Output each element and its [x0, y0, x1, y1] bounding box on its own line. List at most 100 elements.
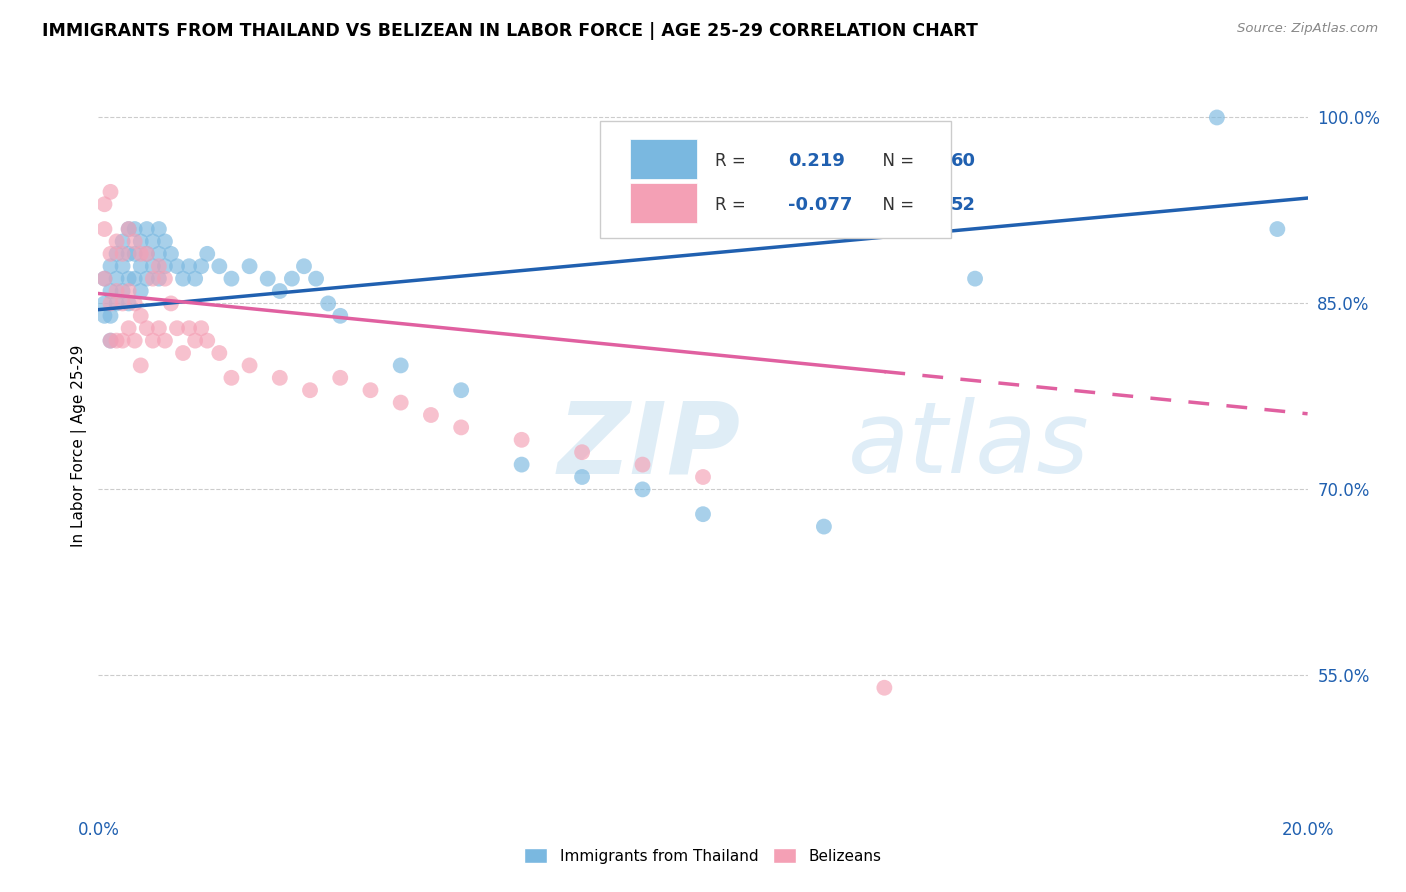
Point [118, 321, 141, 335]
Point [269, 371, 291, 385]
Point [450, 420, 472, 434]
Text: N =: N = [872, 195, 920, 213]
Text: 60: 60 [950, 152, 976, 169]
Text: atlas: atlas [848, 398, 1090, 494]
Point [124, 296, 146, 310]
Point [148, 259, 170, 273]
Point [111, 334, 134, 348]
Point [100, 334, 122, 348]
Point [118, 296, 141, 310]
Point [510, 458, 533, 472]
Point [124, 271, 146, 285]
Point [148, 271, 170, 285]
Point [100, 334, 122, 348]
Point [571, 445, 593, 459]
FancyBboxPatch shape [600, 120, 950, 237]
Point [256, 271, 278, 285]
Point [135, 247, 157, 261]
Point [208, 346, 231, 360]
Point [360, 383, 382, 397]
Point [316, 296, 339, 310]
Point [172, 346, 194, 360]
Point [281, 271, 304, 285]
Point [93, 271, 115, 285]
Point [1267, 222, 1289, 236]
Point [179, 259, 201, 273]
Point [631, 458, 654, 472]
Point [118, 247, 141, 261]
Point [631, 483, 654, 497]
Point [184, 334, 207, 348]
Point [105, 235, 128, 249]
Point [148, 247, 170, 261]
Point [142, 271, 165, 285]
Point [195, 247, 218, 261]
Point [129, 284, 152, 298]
Text: Source: ZipAtlas.com: Source: ZipAtlas.com [1237, 22, 1378, 36]
Point [239, 359, 262, 373]
Point [105, 296, 128, 310]
Point [208, 259, 231, 273]
Point [190, 321, 212, 335]
Text: N =: N = [872, 152, 920, 169]
Point [571, 470, 593, 484]
Point [118, 222, 141, 236]
Point [305, 271, 328, 285]
Point [329, 371, 352, 385]
Point [389, 395, 412, 409]
Point [813, 519, 835, 533]
Point [450, 383, 472, 397]
Text: 52: 52 [950, 195, 976, 213]
Point [153, 259, 176, 273]
Point [692, 507, 714, 521]
Point [389, 359, 412, 373]
Point [111, 235, 134, 249]
Text: IMMIGRANTS FROM THAILAND VS BELIZEAN IN LABOR FORCE | AGE 25-29 CORRELATION CHAR: IMMIGRANTS FROM THAILAND VS BELIZEAN IN … [42, 22, 979, 40]
Point [153, 334, 176, 348]
Point [93, 197, 115, 211]
Point [100, 259, 122, 273]
Point [111, 284, 134, 298]
Point [124, 222, 146, 236]
Point [190, 259, 212, 273]
Point [129, 309, 152, 323]
Point [148, 321, 170, 335]
Point [329, 309, 352, 323]
Point [100, 309, 122, 323]
Point [105, 271, 128, 285]
Point [179, 321, 201, 335]
Point [142, 334, 165, 348]
Point [153, 235, 176, 249]
Point [111, 259, 134, 273]
Point [100, 284, 122, 298]
Bar [630, 139, 697, 179]
Point [135, 271, 157, 285]
Point [118, 222, 141, 236]
Point [129, 247, 152, 261]
Point [239, 259, 262, 273]
Point [118, 271, 141, 285]
Point [124, 235, 146, 249]
Point [100, 185, 122, 199]
Point [692, 470, 714, 484]
Point [105, 284, 128, 298]
Point [142, 259, 165, 273]
Point [118, 284, 141, 298]
Point [105, 247, 128, 261]
Point [129, 235, 152, 249]
Text: R =: R = [716, 152, 751, 169]
Point [93, 309, 115, 323]
Point [221, 371, 243, 385]
Point [124, 334, 146, 348]
Point [269, 284, 291, 298]
Point [93, 222, 115, 236]
Point [299, 383, 322, 397]
Point [148, 222, 170, 236]
Point [135, 222, 157, 236]
Point [93, 296, 115, 310]
Point [292, 259, 315, 273]
Point [100, 247, 122, 261]
Point [166, 259, 188, 273]
Point [166, 321, 188, 335]
Point [1206, 111, 1229, 125]
